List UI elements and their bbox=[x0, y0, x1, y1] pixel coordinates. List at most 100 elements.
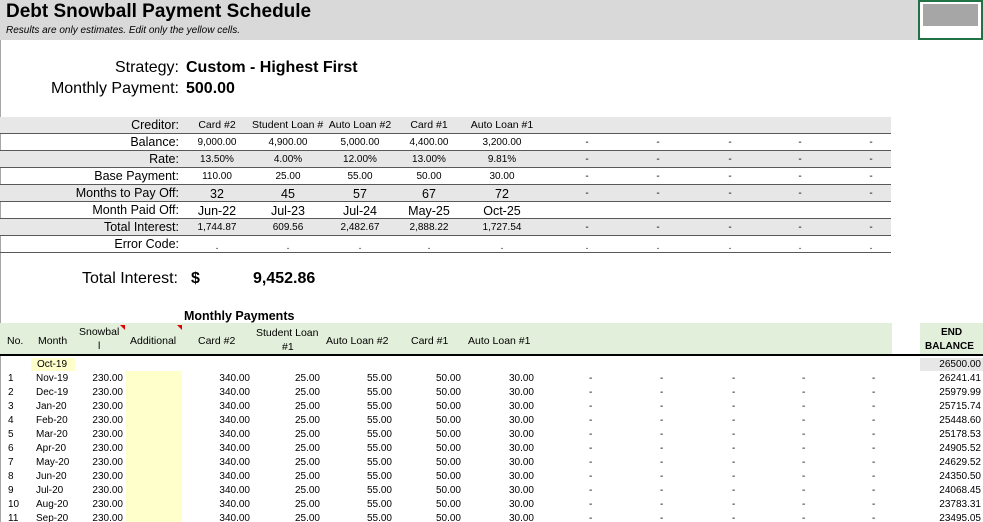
row-month: Jun-20 bbox=[36, 471, 67, 482]
end-balance: 23495.05 bbox=[939, 513, 981, 522]
summary-value: 57 bbox=[353, 187, 367, 201]
summary-row: Total Interest: 1,744.87 609.56 2,482.67 2,8… bbox=[0, 219, 891, 236]
start-month-input[interactable] bbox=[31, 358, 75, 371]
empty-slot-payment: - bbox=[802, 373, 806, 384]
selected-cell[interactable] bbox=[918, 0, 983, 40]
empty-slot-payment: - bbox=[660, 499, 664, 510]
empty-slot-payment: - bbox=[802, 485, 806, 496]
summary-value: Jun-22 bbox=[197, 204, 237, 218]
payment-card1: 50.00 bbox=[435, 387, 461, 398]
table-row: 7 May-20 230.00 340.00 25.00 55.00 50.00 30.00 -… bbox=[0, 456, 983, 470]
summary-value: 12.00% bbox=[343, 154, 377, 165]
summary-value: Jul-24 bbox=[342, 204, 378, 218]
summary-row: Base Payment: 110.00 25.00 55.00 50.00 30.00 -… bbox=[0, 168, 891, 185]
summary-row: Balance: 9,000.00 4,900.00 5,000.00 4,400.00… bbox=[0, 134, 891, 151]
col-header-no: No. bbox=[7, 335, 24, 347]
summary-value: 110.00 bbox=[202, 171, 232, 182]
payment-card2: 340.00 bbox=[219, 499, 250, 510]
empty-slot-value: - bbox=[798, 137, 802, 148]
empty-slot-payment: - bbox=[802, 401, 806, 412]
payment-auto1: 30.00 bbox=[508, 485, 534, 496]
summary-value: . bbox=[286, 241, 290, 252]
empty-slot-payment: - bbox=[802, 429, 806, 440]
payment-student: 25.00 bbox=[294, 415, 320, 426]
empty-slot-payment: - bbox=[872, 457, 876, 468]
empty-slot-payment: - bbox=[732, 373, 736, 384]
empty-slot-payment: - bbox=[802, 499, 806, 510]
start-balance: 26500.00 bbox=[939, 359, 981, 370]
summary-value: 1,744.87 bbox=[197, 222, 237, 233]
payment-auto1: 30.00 bbox=[508, 499, 534, 510]
empty-slot-payment: - bbox=[872, 429, 876, 440]
empty-slot-payment: - bbox=[802, 471, 806, 482]
additional-payment-column[interactable] bbox=[126, 371, 182, 522]
payment-auto2: 55.00 bbox=[366, 485, 392, 496]
summary-value: Jul-23 bbox=[270, 204, 306, 218]
summary-value: 9.81% bbox=[487, 154, 517, 165]
header-rule bbox=[0, 354, 983, 356]
payment-card1: 50.00 bbox=[435, 513, 461, 522]
end-balance: 25979.99 bbox=[939, 387, 981, 398]
empty-slot-payment: - bbox=[872, 373, 876, 384]
total-interest-label: Total Interest: bbox=[81, 270, 178, 287]
monthly-payment-value[interactable]: 500.00 bbox=[186, 80, 235, 97]
empty-slot-payment: - bbox=[872, 387, 876, 398]
table-row: 10 Aug-20 230.00 340.00 25.00 55.00 50.00 30.00… bbox=[0, 498, 983, 512]
empty-slot-value: - bbox=[585, 222, 589, 233]
summary-label: Creditor: bbox=[131, 118, 179, 132]
payment-student: 25.00 bbox=[294, 513, 320, 522]
payment-card1: 50.00 bbox=[435, 457, 461, 468]
payment-snowball: 230.00 bbox=[92, 443, 123, 454]
end-balance: 25448.60 bbox=[939, 415, 981, 426]
empty-slot-payment: - bbox=[802, 457, 806, 468]
row-number: 9 bbox=[8, 485, 14, 496]
empty-slot-payment: - bbox=[872, 513, 876, 522]
empty-slot-value: - bbox=[869, 137, 873, 148]
end-balance: 26241.41 bbox=[939, 373, 981, 384]
payment-snowball: 230.00 bbox=[92, 513, 123, 522]
payment-auto1: 30.00 bbox=[508, 415, 534, 426]
end-balance: 25178.53 bbox=[939, 429, 981, 440]
table-row: 4 Feb-20 230.00 340.00 25.00 55.00 50.00 30.00 -… bbox=[0, 414, 983, 428]
row-number: 1 bbox=[8, 373, 14, 384]
row-number: 10 bbox=[8, 499, 20, 510]
comment-indicator-icon[interactable] bbox=[177, 325, 182, 330]
comment-indicator-icon[interactable] bbox=[120, 325, 125, 330]
summary-value: . bbox=[427, 241, 431, 252]
summary-value: 67 bbox=[422, 187, 436, 201]
end-balance: 24905.52 bbox=[939, 443, 981, 454]
payment-snowball: 230.00 bbox=[92, 387, 123, 398]
payment-auto1: 30.00 bbox=[508, 513, 534, 522]
table-row: 3 Jan-20 230.00 340.00 25.00 55.00 50.00 30.00 -… bbox=[0, 400, 983, 414]
payment-student: 25.00 bbox=[294, 485, 320, 496]
empty-slot-value: - bbox=[585, 137, 589, 148]
row-number: 5 bbox=[8, 429, 14, 440]
empty-slot-payment: - bbox=[872, 499, 876, 510]
row-number: 4 bbox=[8, 415, 14, 426]
row-month: Dec-19 bbox=[36, 387, 69, 398]
empty-slot-payment: - bbox=[732, 485, 736, 496]
total-interest-value: 9,452.86 bbox=[253, 270, 316, 287]
empty-slot-payment: - bbox=[660, 443, 664, 454]
sheet-title: Debt Snowball Payment Schedule bbox=[6, 1, 312, 22]
summary-value: 13.00% bbox=[412, 154, 446, 165]
empty-slot-payment: - bbox=[660, 513, 664, 522]
payment-card1: 50.00 bbox=[435, 499, 461, 510]
empty-slot-value: - bbox=[798, 188, 802, 199]
empty-slot-payment: - bbox=[589, 499, 593, 510]
empty-slot-value: . bbox=[869, 241, 873, 252]
empty-slot-payment: - bbox=[589, 443, 593, 454]
summary-label: Error Code: bbox=[114, 237, 179, 251]
row-month: Nov-19 bbox=[36, 373, 69, 384]
creditor-name: Card #1 bbox=[410, 119, 448, 131]
summary-value: May-25 bbox=[408, 204, 450, 218]
empty-slot-value: - bbox=[656, 188, 660, 199]
empty-slot-payment: - bbox=[589, 373, 593, 384]
payment-student: 25.00 bbox=[294, 443, 320, 454]
table-row: 9 Jul-20 230.00 340.00 25.00 55.00 50.00 30.00 -… bbox=[0, 484, 983, 498]
col-header-snowball: Snowbal bbox=[79, 326, 120, 338]
summary-value: . bbox=[500, 241, 504, 252]
payment-auto2: 55.00 bbox=[366, 373, 392, 384]
strategy-value[interactable]: Custom - Highest First bbox=[186, 59, 358, 76]
empty-slot-value: - bbox=[798, 171, 802, 182]
